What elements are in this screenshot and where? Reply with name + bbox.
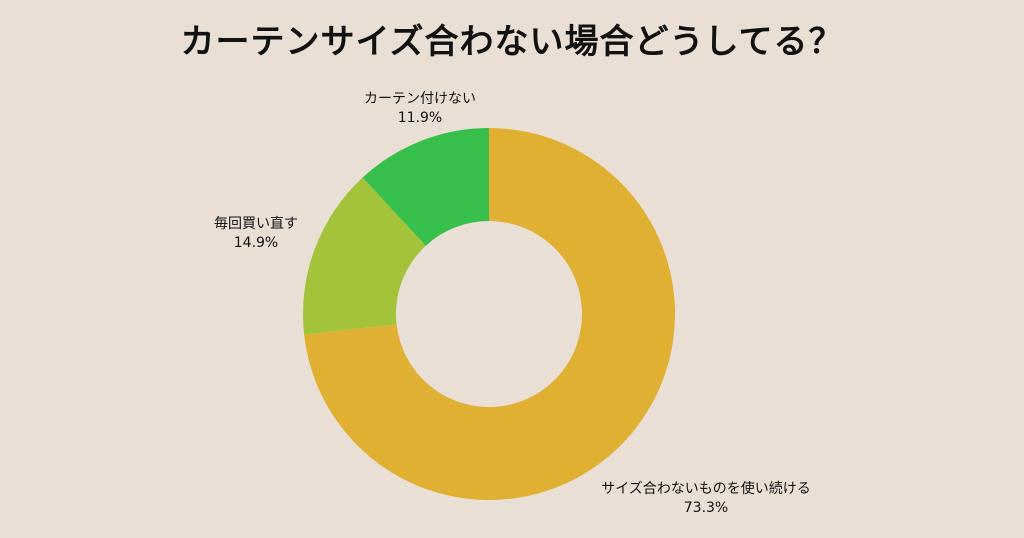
- donut-slices: [303, 128, 675, 501]
- slice-keep-using: [304, 128, 675, 501]
- slice-label-name: カーテン付けない: [364, 91, 476, 107]
- slice-label-name: 毎回買い直す: [214, 216, 298, 232]
- slice-no-curtain: [362, 128, 489, 246]
- slice-label-no-curtain: カーテン付けない 11.9%: [330, 90, 510, 128]
- slice-buy-again: [303, 177, 426, 335]
- slice-label-name: サイズ合わないものを使い続ける: [601, 481, 811, 497]
- slice-label-buy-again: 毎回買い直す 14.9%: [196, 215, 316, 253]
- slice-label-value: 73.3%: [683, 500, 729, 516]
- slice-label-value: 11.9%: [397, 110, 443, 126]
- slice-label-value: 14.9%: [233, 235, 279, 251]
- slice-label-keep-using: サイズ合わないものを使い続ける 73.3%: [586, 480, 826, 518]
- chart-title: カーテンサイズ合わない場合どうしてる？: [180, 22, 844, 62]
